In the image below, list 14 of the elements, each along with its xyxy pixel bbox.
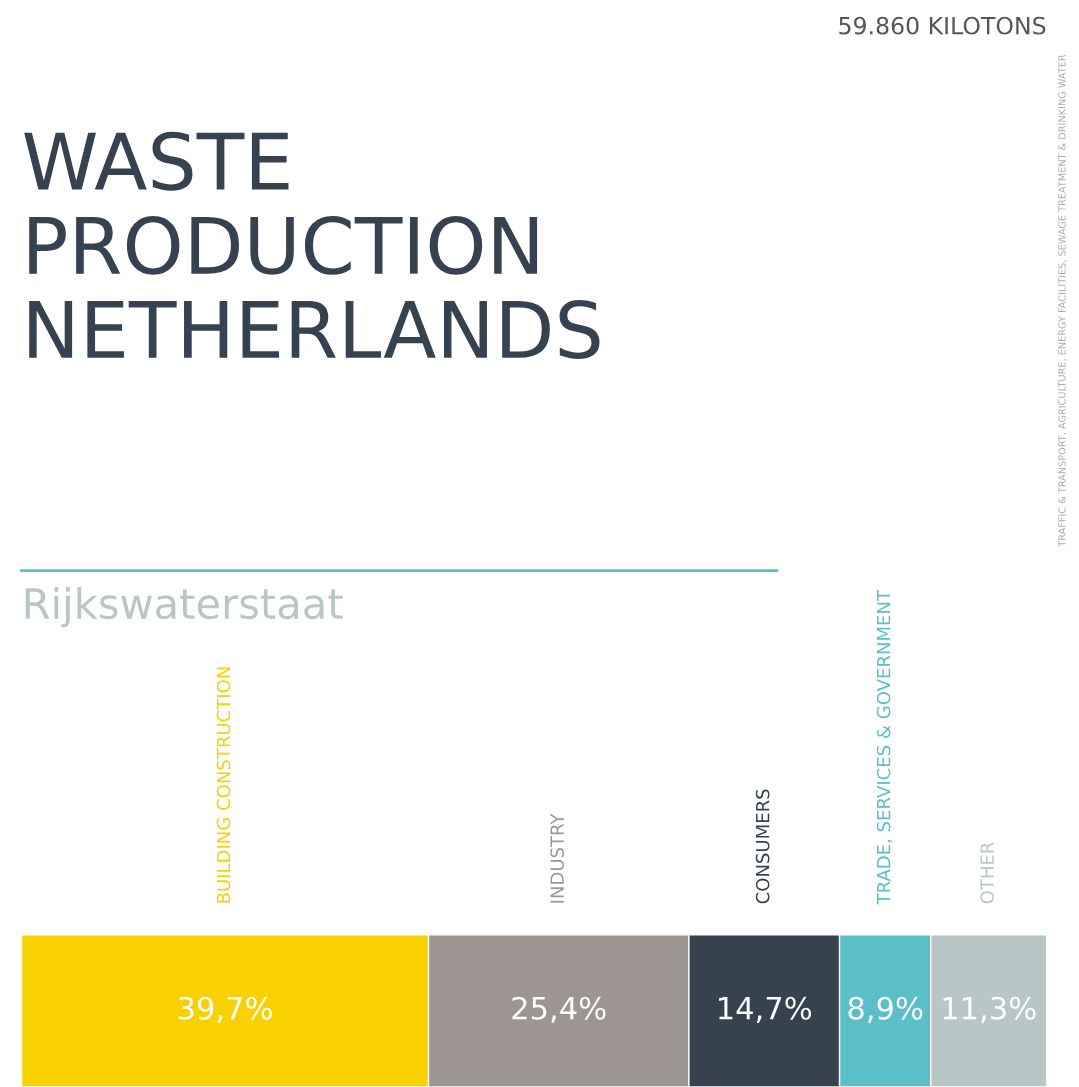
data-label: 8,9%: [848, 996, 923, 1023]
text: CONSUMERS: [755, 789, 770, 904]
text: 59.860 KILOTONS: [839, 16, 1046, 35]
text: OTHER: [980, 842, 994, 904]
data-label: 14,7%: [719, 996, 812, 1023]
data-label: 11,3%: [943, 996, 1036, 1023]
data-label: 25,4%: [512, 996, 606, 1023]
data-label: 39,7%: [178, 996, 272, 1023]
chart-subtitle: Rijkswaterstaat: [25, 586, 343, 628]
chart-title: WASTE PRODUCTION NETHERLANDS: [24, 131, 600, 359]
text: TRADE, SERVICES & GOVERNMENT: [876, 589, 893, 905]
text: INDUSTRY: [550, 813, 564, 903]
text: TRAFFIC & TRANSPORT, AGRICULTURE, ENERGY FACILITIES, SEWAGE TREATMENT & DRINKING WATER: [1058, 54, 1067, 547]
text: BUILDING CONSTRUCTION: [216, 667, 231, 903]
